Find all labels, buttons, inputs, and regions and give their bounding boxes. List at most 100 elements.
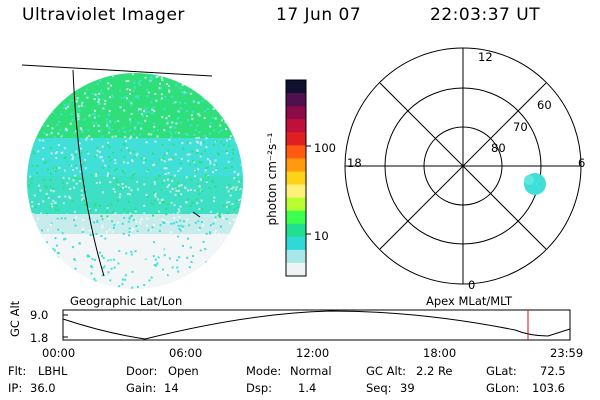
speckle-pixel (192, 75, 195, 78)
speckle-pixel (185, 176, 188, 179)
speckle-pixel (178, 216, 181, 218)
speckle-pixel (183, 285, 186, 288)
speckle-pixel (154, 280, 157, 283)
speckle-pixel (88, 229, 91, 232)
speckle-pixel (134, 128, 137, 131)
mlt-label-12: 12 (478, 50, 493, 64)
speckle-pixel (197, 141, 199, 144)
speckle-pixel (183, 81, 186, 84)
speckle-pixel (60, 135, 63, 138)
speckle-pixel (138, 84, 141, 87)
speckle-pixel (156, 135, 159, 138)
speckle-pixel (226, 201, 229, 204)
glon-label: GLon: (486, 381, 520, 395)
speckle-pixel (115, 178, 118, 181)
speckle-pixel (96, 147, 99, 149)
speckle-pixel (137, 240, 140, 243)
speckle-pixel (42, 158, 45, 161)
speckle-pixel (75, 119, 78, 122)
speckle-pixel (35, 241, 38, 243)
speckle-pixel (99, 79, 102, 82)
speckle-pixel (180, 158, 183, 160)
speckle-pixel (210, 210, 212, 213)
speckle-pixel (113, 224, 116, 227)
speckle-pixel (67, 79, 70, 82)
speckle-pixel (129, 88, 132, 91)
speckle-pixel (101, 135, 104, 138)
speckle-pixel (226, 75, 229, 78)
speckle-pixel (153, 125, 156, 128)
colorbar-frame (285, 79, 307, 277)
speckle-pixel (74, 224, 77, 227)
speckle-pixel (149, 229, 152, 232)
speckle-pixel (194, 76, 197, 79)
speckle-pixel (74, 153, 77, 156)
speckle-pixel (130, 214, 133, 217)
speckle-pixel (209, 162, 212, 165)
speckle-pixel (72, 169, 74, 171)
speckle-pixel (238, 235, 241, 238)
speckle-pixel (167, 274, 169, 277)
speckle-pixel (29, 73, 32, 76)
speckle-pixel (228, 183, 231, 186)
speckle-pixel (214, 79, 216, 82)
speckle-pixel (148, 79, 151, 82)
speckle-pixel (53, 136, 56, 138)
speckle-pixel (107, 172, 110, 175)
speckle-pixel (56, 217, 59, 220)
speckle-pixel (108, 267, 111, 270)
speckle-pixel (127, 80, 130, 82)
speckle-pixel (101, 145, 104, 148)
altitude-strip (62, 309, 571, 341)
speckle-pixel (152, 129, 155, 132)
speckle-pixel (136, 286, 139, 288)
speckle-pixel (205, 232, 208, 235)
speckle-pixel (153, 193, 156, 196)
speckle-pixel (202, 224, 205, 227)
speckle-pixel (146, 88, 149, 91)
speckle-pixel (77, 113, 80, 116)
speckle-pixel (99, 181, 102, 184)
speckle-pixel (91, 251, 94, 254)
speckle-pixel (45, 87, 48, 90)
speckle-pixel (169, 235, 172, 238)
speckle-pixel (136, 152, 139, 155)
speckle-pixel (36, 93, 39, 96)
speckle-pixel (51, 205, 54, 208)
speckle-pixel (44, 186, 47, 189)
speckle-pixel (133, 86, 136, 89)
speckle-pixel (71, 199, 74, 202)
speckle-pixel (140, 113, 143, 116)
speckle-pixel (153, 163, 156, 166)
speckle-pixel (61, 134, 64, 137)
speckle-pixel (194, 279, 196, 282)
speckle-pixel (237, 174, 240, 176)
speckle-pixel (175, 221, 178, 224)
speckle-pixel (221, 101, 224, 104)
speckle-pixel (146, 217, 149, 220)
speckle-pixel (165, 167, 168, 170)
speckle-pixel (105, 265, 108, 268)
speckle-pixel (177, 235, 180, 238)
speckle-pixel (47, 197, 50, 199)
speckle-pixel (147, 91, 150, 94)
speckle-pixel (209, 125, 212, 128)
speckle-pixel (89, 282, 91, 285)
speckle-pixel (53, 273, 56, 275)
speckle-pixel (40, 274, 43, 277)
speckle-pixel (84, 167, 87, 170)
speckle-pixel (91, 121, 94, 124)
speckle-pixel (33, 194, 36, 197)
speckle-pixel (176, 212, 179, 214)
speckle-pixel (55, 268, 58, 271)
speckle-pixel (183, 91, 186, 94)
speckle-pixel (209, 270, 211, 273)
speckle-pixel (194, 77, 197, 80)
speckle-pixel (137, 121, 140, 124)
speckle-pixel (54, 201, 57, 204)
speckle-pixel (68, 195, 71, 198)
speckle-pixel (136, 230, 139, 233)
speckle-pixel (167, 85, 170, 88)
speckle-pixel (59, 259, 62, 262)
speckle-pixel (166, 152, 168, 155)
